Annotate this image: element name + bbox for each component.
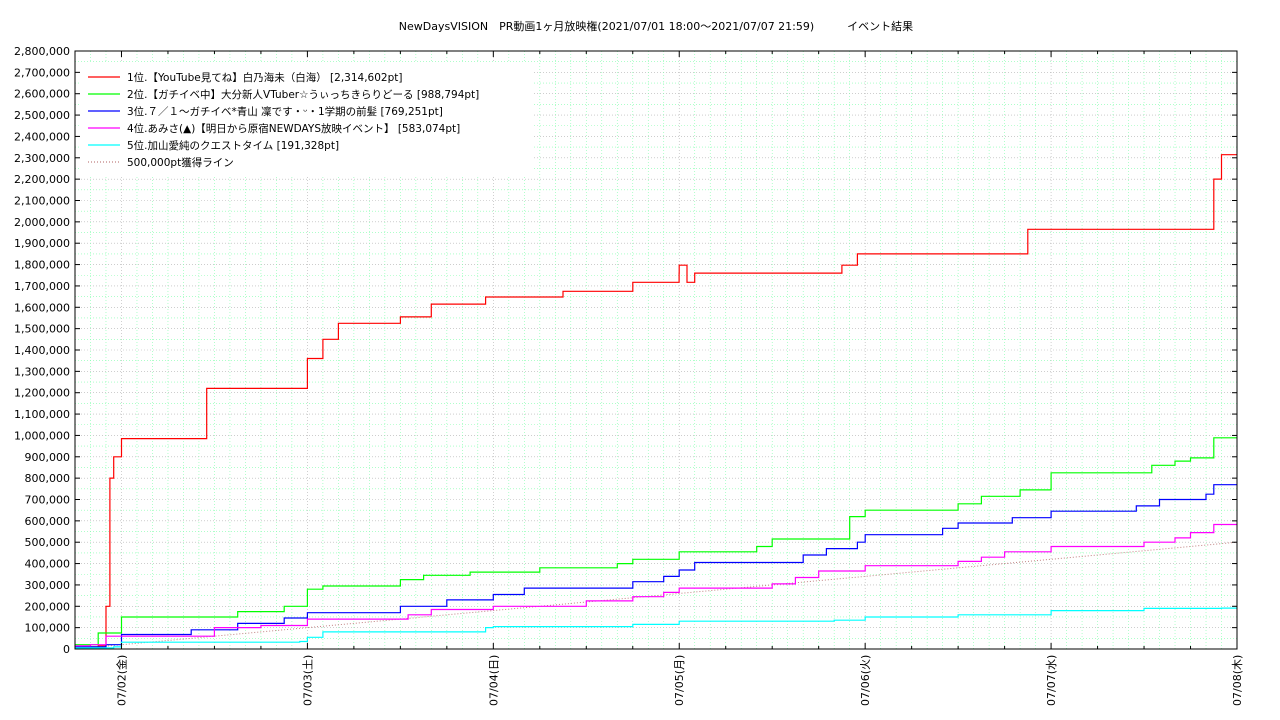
y-tick-label: 2,400,000 [14,130,70,143]
chart-title: NewDaysVISION PR動画1ヶ月放映権(2021/07/01 18:0… [399,19,913,33]
series-layer [75,154,1237,649]
y-tick-label: 1,500,000 [14,323,70,336]
legend: 1位.【YouTube見てね】白乃海未（白海） [2,314,602pt] 2位.… [80,63,532,175]
y-tick-label: 2,500,000 [14,109,70,122]
reference-line-layer [74,541,1238,650]
reference-line [74,541,1238,650]
y-tick-label: 1,900,000 [14,237,70,250]
y-tick-label: 800,000 [25,472,71,485]
x-tick-label: 07/04(日) [487,655,500,706]
y-tick-label: 2,600,000 [14,88,70,101]
y-tick-label: 500,000 [25,536,71,549]
y-tick-label: 1,800,000 [14,259,70,272]
y-tick-label: 1,200,000 [14,387,70,400]
series-line-3 [75,484,1237,648]
x-tick-label: 07/07(水) [1045,655,1058,706]
x-tick-label: 07/03(土) [301,655,314,706]
grid [74,50,1238,650]
x-tick-label: 07/05(月) [673,655,686,706]
series-line-5 [75,607,1237,649]
y-tick-label: 700,000 [25,494,71,507]
series-line-1 [75,154,1237,648]
legend-label: 5位.加山愛純のクエストタイム [191,328pt] [127,139,339,152]
legend-label: 1位.【YouTube見てね】白乃海未（白海） [2,314,602pt] [127,71,402,84]
legend-label: 3位.７／１〜ガチイベ*青山 凜です・ᵕ・1学期の前髪 [769,251pt] [127,105,443,118]
series-line-2 [75,437,1237,646]
y-tick-label: 2,300,000 [14,152,70,165]
y-tick-label: 2,100,000 [14,195,70,208]
axes: 0 100,000 200,000 300,000 400,000 500,000 600,… [14,45,1244,706]
y-tick-label: 2,700,000 [14,66,70,79]
legend-background [80,63,532,175]
y-tick-label: 1,400,000 [14,344,70,357]
y-tick-label: 1,300,000 [14,365,70,378]
y-tick-label: 300,000 [25,579,71,592]
y-tick-label: 1,100,000 [14,408,70,421]
x-tick-label: 07/08(木) [1231,655,1244,706]
y-tick-label: 2,200,000 [14,173,70,186]
y-tick-label: 900,000 [25,451,71,464]
y-tick-label: 2,800,000 [14,45,70,58]
x-tick-label: 07/06(火) [859,655,872,706]
series-line-4 [75,523,1237,647]
legend-label: 4位.あみさ(▲)【明日から原宿NEWDAYS放映イベント】 [583,074p… [127,122,460,135]
y-tick-label: 1,000,000 [14,429,70,442]
y-tick-label: 600,000 [25,515,71,528]
y-tick-label: 1,600,000 [14,301,70,314]
y-tick-label: 1,700,000 [14,280,70,293]
y-tick-label: 400,000 [25,558,71,571]
x-tick-label: 07/02(金) [114,655,128,706]
y-tick-label: 100,000 [25,622,71,635]
legend-label: 2位.【ガチイベ中】大分新人VTuber☆うぃっちきらりどーる [988,794… [127,88,479,101]
legend-label: 500,000pt獲得ライン [127,156,234,169]
y-tick-label: 200,000 [25,600,71,613]
y-tick-label: 2,000,000 [14,216,70,229]
y-tick-label: 0 [63,643,70,656]
